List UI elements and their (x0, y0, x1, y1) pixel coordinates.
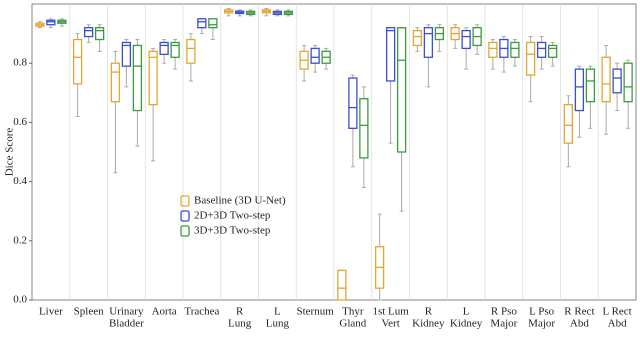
x-tick-label: 1st Lum (372, 306, 409, 318)
x-tick-label: L (463, 306, 470, 318)
legend-swatch (180, 210, 190, 222)
box (83, 27, 94, 38)
box (121, 41, 132, 67)
box (359, 98, 369, 159)
x-tick-label: Gland (339, 318, 366, 330)
box (132, 44, 143, 112)
box (385, 27, 396, 82)
box (547, 44, 558, 58)
legend-label: 2D+3D Two-step (194, 210, 271, 222)
box (574, 68, 585, 112)
x-tick-label: Urinary (109, 306, 144, 318)
box (72, 38, 83, 85)
box (510, 41, 520, 58)
x-tick-label: L (274, 306, 281, 318)
box (348, 77, 358, 129)
box (94, 27, 105, 41)
box (310, 47, 320, 64)
y-tick-label: 0.2 (13, 234, 27, 246)
box (488, 41, 498, 58)
legend-swatch (180, 225, 190, 237)
x-tick-label: Major (490, 318, 517, 330)
y-tick-label: 0.6 (13, 116, 27, 128)
x-tick-label: Bladder (109, 318, 144, 330)
x-tick-label: Spleen (74, 306, 104, 318)
x-tick-label: Lung (228, 318, 252, 330)
box (110, 62, 121, 103)
box (585, 68, 596, 103)
box (412, 29, 423, 47)
box (337, 269, 347, 301)
x-tick-label: Thyr (342, 306, 364, 318)
box (601, 56, 611, 103)
box (612, 68, 622, 94)
box (461, 29, 471, 50)
box (197, 18, 207, 29)
box (525, 41, 536, 76)
legend-label: 3D+3D Two-step (194, 225, 271, 237)
box (170, 41, 180, 58)
y-tick-label: 0.4 (13, 175, 27, 187)
y-tick-label: 0.0 (13, 294, 27, 306)
x-tick-label: Abd (570, 318, 589, 330)
box (563, 103, 574, 144)
x-tick-label: L Pso (529, 306, 554, 318)
x-tick-label: Trachea (184, 306, 219, 318)
x-tick-label: Vert (381, 318, 399, 330)
x-tick-label: R (236, 306, 244, 318)
x-tick-label: Lung (266, 318, 290, 330)
x-tick-label: Abd (608, 318, 627, 330)
box (46, 19, 56, 26)
legend-swatch (180, 195, 190, 207)
x-tick-label: R Rect (564, 306, 594, 318)
x-tick-label: R Pso (491, 306, 517, 318)
x-tick-label: Major (528, 318, 555, 330)
box (396, 27, 407, 153)
y-tick-label: 0.8 (13, 57, 27, 69)
x-tick-label: L Rect (603, 306, 632, 318)
box (623, 62, 633, 103)
box (159, 41, 169, 55)
x-tick-label: R (425, 306, 433, 318)
box (536, 41, 547, 58)
box (148, 50, 158, 106)
legend-label: Baseline (3D U-Net) (194, 195, 286, 207)
box (186, 38, 196, 64)
x-tick-label: Aorta (152, 306, 177, 318)
y-axis-label: Dice Score (4, 128, 16, 177)
box (423, 27, 434, 58)
x-tick-label: Liver (39, 306, 63, 318)
x-tick-label: Kidney (450, 318, 483, 330)
x-tick-label: Kidney (412, 318, 445, 330)
x-tick-label: Sternum (296, 306, 334, 318)
box (208, 18, 218, 29)
